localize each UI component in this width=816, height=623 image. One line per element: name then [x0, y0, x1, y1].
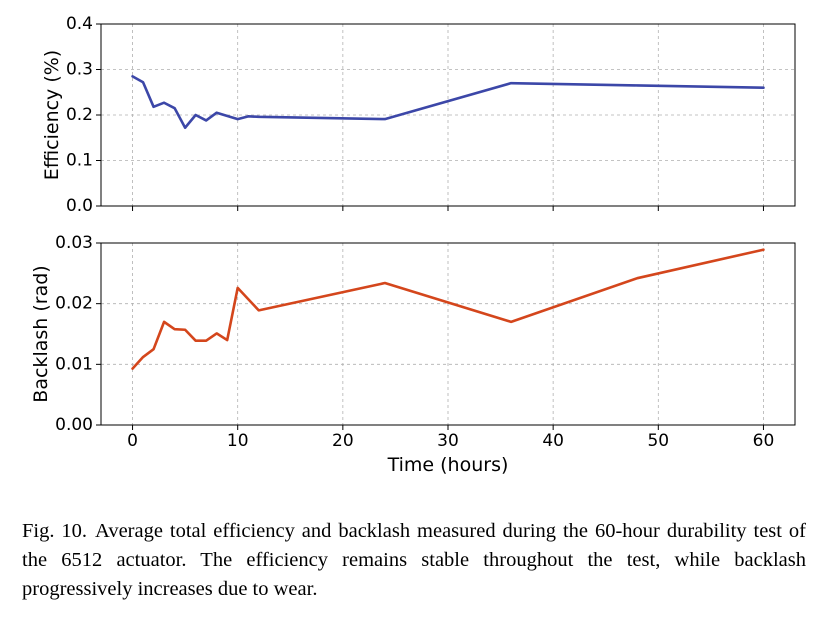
y-tick-label: 0.4: [66, 14, 93, 34]
y-tick-label: 0.2: [66, 105, 93, 125]
y-tick-label: 0.01: [55, 354, 93, 374]
x-tick-label: 60: [753, 431, 775, 451]
y-tick-label: 0.02: [55, 294, 93, 314]
x-tick-label: 30: [437, 431, 459, 451]
caption-text: Average total efficiency and backlash me…: [22, 520, 806, 600]
x-tick-label: 10: [227, 431, 249, 451]
backlash-panel: 0.00 0.01 0.02 0.03 0 10 20 30 40 50 60 Backlash (r…: [30, 233, 796, 476]
y-tick-label: 0.03: [55, 233, 93, 253]
y-tick-label: 0.3: [66, 60, 93, 80]
y-tick-label: 0.00: [55, 415, 93, 435]
figure-caption: Fig. 10. Average total efficiency and bac…: [22, 517, 806, 604]
series-line-backlash: [131, 248, 765, 370]
x-axis-label: Time (hours): [387, 454, 509, 476]
y-axis-label: Efficiency (%): [41, 50, 63, 180]
series-line-efficiency: [131, 75, 765, 130]
y-tick-label: 0.1: [66, 151, 93, 171]
x-tick-label: 50: [647, 431, 669, 451]
y-axis-label: Backlash (rad): [30, 265, 52, 402]
x-tick-label: 40: [542, 431, 564, 451]
y-tick-label: 0.0: [66, 196, 93, 216]
x-tick-label: 0: [127, 431, 138, 451]
x-tick-label: 20: [332, 431, 354, 451]
caption-label: Fig. 10.: [22, 520, 88, 542]
